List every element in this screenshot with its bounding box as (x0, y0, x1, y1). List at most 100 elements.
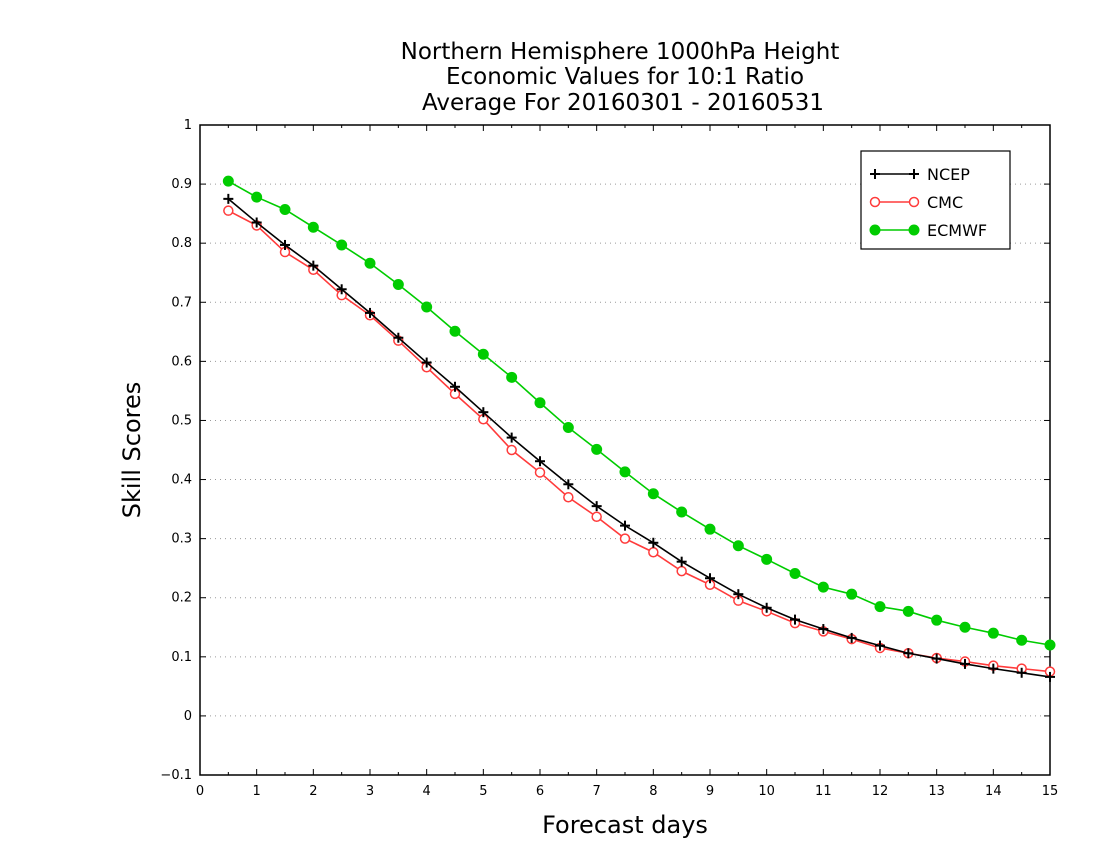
point-ecmwf (676, 506, 688, 518)
point-ncep (761, 602, 772, 613)
point-ecmwf (421, 301, 433, 313)
point-ncep (676, 556, 687, 567)
point-ncep (988, 663, 999, 674)
x-tick-label: 13 (928, 784, 945, 799)
axis-ticks (199, 124, 1051, 776)
point-ncep (223, 193, 234, 204)
y-tick-label: 0.9 (171, 177, 192, 192)
y-tick-label: 0 (184, 709, 192, 724)
point-ecmwf (704, 523, 716, 535)
point-ecmwf (279, 204, 291, 215)
x-tick-label: 0 (196, 784, 204, 799)
x-tick-label: 11 (815, 784, 832, 799)
point-cmc (591, 511, 602, 523)
series-line-ecmwf (227, 180, 1051, 646)
point-ncep (393, 332, 404, 343)
point-ecmwf (534, 397, 546, 409)
legend-item-cmc: CMC (869, 193, 963, 212)
x-tick-label: 8 (649, 784, 657, 799)
point-ncep (846, 632, 857, 643)
series-layer (222, 175, 1056, 682)
point-ecmwf (506, 371, 518, 383)
point-cmc (563, 492, 574, 503)
chart-title-line-3: Average For 20160301 - 20160531 (422, 90, 824, 116)
point-ecmwf (817, 581, 829, 593)
legend-marker-ecmwf (908, 224, 920, 236)
legend-item-ncep: NCEP (870, 165, 970, 184)
y-tick-label: 0.4 (171, 473, 192, 488)
x-tick-label: 15 (1042, 784, 1059, 799)
point-ecmwf (931, 614, 943, 626)
x-tick-labels: 0 1 2 3 4 5 6 7 8 9 10 11 12 13 14 15 (196, 784, 1058, 799)
x-tick-label: 10 (758, 784, 775, 799)
point-ncep (931, 653, 942, 664)
point-ncep (705, 573, 715, 584)
legend-marker-ecmwf (869, 224, 881, 236)
point-ncep (960, 658, 970, 669)
point-ncep (790, 614, 800, 625)
point-ncep (506, 432, 517, 443)
point-ncep (251, 217, 262, 228)
legend-label-ncep: NCEP (927, 165, 970, 184)
point-ncep (818, 624, 829, 635)
point-ncep (280, 239, 290, 250)
y-tick-label: 0.2 (171, 591, 192, 606)
chart-title-line-1: Northern Hemisphere 1000hPa Height (401, 39, 840, 65)
chart-title-line-2: Economic Values for 10:1 Ratio (446, 64, 804, 90)
point-ecmwf (987, 627, 999, 639)
series-ncep (223, 193, 1055, 682)
point-ncep (421, 357, 432, 368)
point-cmc (676, 565, 687, 577)
x-tick-label: 7 (593, 784, 601, 799)
series-ecmwf (222, 175, 1056, 651)
point-cmc (619, 533, 631, 544)
x-tick-label: 14 (985, 784, 1002, 799)
point-ecmwf (591, 443, 603, 455)
point-ecmwf (846, 588, 858, 600)
point-ncep (478, 407, 489, 418)
gridlines (200, 183, 1050, 717)
y-tick-label: 0.8 (171, 236, 192, 251)
point-ecmwf (902, 605, 914, 617)
x-tick-label: 1 (253, 784, 261, 799)
point-ecmwf (392, 279, 404, 291)
point-ncep (648, 537, 659, 548)
series-cmc (223, 205, 1056, 677)
y-tick-label: 0.3 (171, 532, 192, 547)
y-tick-label: 0.1 (171, 650, 192, 665)
point-ecmwf (364, 257, 376, 269)
x-tick-label: 4 (423, 784, 431, 799)
point-ncep (1016, 667, 1027, 678)
y-tick-label: 1 (184, 118, 192, 133)
x-axis-label: Forecast days (542, 811, 708, 839)
point-ncep (308, 260, 319, 271)
point-ecmwf (307, 221, 319, 233)
point-ecmwf (222, 175, 234, 187)
point-ncep (903, 648, 914, 659)
legend-label-cmc: CMC (927, 193, 963, 212)
y-tick-label: 0.6 (171, 354, 192, 369)
point-ncep (336, 284, 347, 295)
legend-marker-ncep (909, 169, 919, 179)
point-ecmwf (619, 466, 631, 478)
x-tick-label: 5 (479, 784, 487, 799)
legend-marker-cmc (869, 196, 881, 208)
point-ecmwf (761, 553, 773, 565)
y-axis-label: Skill Scores (118, 382, 146, 519)
point-ncep (620, 520, 630, 531)
point-ncep (365, 307, 375, 318)
point-cmc (223, 205, 234, 216)
legend-label-ecmwf: ECMWF (927, 221, 987, 240)
point-ecmwf (789, 568, 801, 579)
x-tick-label: 12 (872, 784, 889, 799)
point-ecmwf (336, 239, 348, 251)
point-ecmwf (959, 621, 971, 633)
chart-title: Northern Hemisphere 1000hPa Height Econo… (401, 39, 840, 116)
point-cmc (648, 546, 659, 558)
point-ncep (733, 589, 744, 600)
legend-marker-cmc (908, 196, 920, 208)
point-cmc (534, 467, 546, 478)
legend-item-ecmwf: ECMWF (869, 221, 987, 240)
legend: NCEP CMC ECMWF (860, 150, 1011, 250)
